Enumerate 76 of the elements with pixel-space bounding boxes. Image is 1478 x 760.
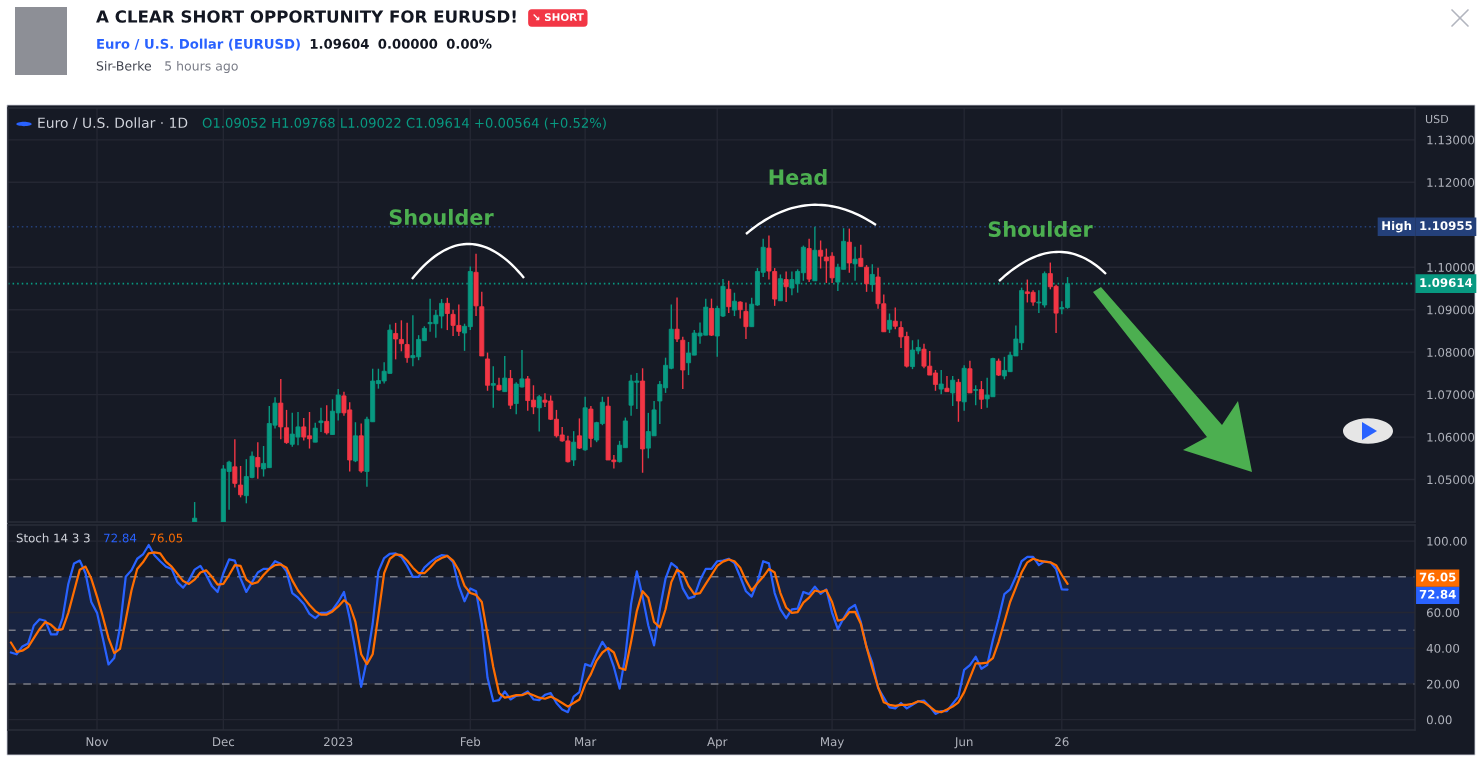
candlestick: [869, 263, 875, 293]
text: Sir-Berke: [96, 60, 152, 71]
y-tick-label: 1.08000: [1427, 347, 1475, 357]
text: ↘ SHORT: [533, 13, 584, 22]
candlestick: [950, 375, 956, 407]
y-axis-title: USD: [1425, 114, 1449, 124]
candlestick: [978, 380, 984, 410]
candlestick: [864, 264, 870, 293]
y-tick-label: 1.05000: [1427, 475, 1475, 485]
candlestick: [887, 312, 893, 334]
text: 1.10955: [1420, 221, 1472, 231]
candlestick: [852, 246, 858, 282]
ref-line-label: High: [1382, 220, 1412, 233]
text: 1.09614: [1420, 278, 1473, 288]
x-tick-label: Feb: [461, 737, 481, 747]
x-tick-label: May: [821, 737, 844, 749]
annotation: Shoulder: [389, 208, 494, 226]
text: Euro / U.S. Dollar (EURUSD): [97, 38, 300, 51]
y-tick-label: 100.00: [1427, 536, 1467, 546]
x-tick-label: Nov: [86, 737, 109, 747]
candlestick: [404, 322, 410, 364]
text: 72.84: [1419, 589, 1456, 599]
candlestick: [944, 375, 950, 393]
candlestick: [490, 365, 496, 409]
candlestick: [726, 280, 732, 314]
candlestick: [576, 417, 582, 450]
y-tick-label: 1.10000: [1427, 262, 1475, 272]
candlestick: [571, 430, 577, 467]
candlestick: [238, 465, 244, 499]
candlestick: [938, 369, 944, 395]
candlestick: [783, 270, 789, 303]
y-tick-label: 1.07000: [1427, 390, 1475, 400]
candlestick: [674, 296, 680, 343]
x-tick-label: Apr: [707, 737, 728, 749]
x-tick-label: Dec: [213, 737, 235, 747]
y-tick-label: 1.12000: [1427, 178, 1475, 187]
candlestick: [743, 301, 749, 340]
candlestick: [846, 227, 852, 274]
candlestick: [318, 407, 324, 433]
y-tick-label: 40.00: [1426, 643, 1460, 653]
candlestick: [858, 244, 864, 268]
x-tick-label: Jun: [954, 737, 973, 749]
y-tick-label: 1.09000: [1427, 305, 1475, 315]
chart-title: A CLEAR SHORT OPPORTUNITY FOR EURUSD!: [96, 10, 516, 23]
annotation: Shoulder: [988, 220, 1093, 238]
candlestick: [324, 404, 330, 436]
text: 0.00%: [446, 38, 492, 49]
text: Euro / U.S. Dollar · 1D: [38, 117, 188, 130]
candlestick: [892, 306, 898, 330]
annotation: 72.84: [104, 533, 137, 543]
candlestick: [973, 384, 979, 406]
text: 5 hours ago: [165, 60, 238, 74]
candlestick: [731, 292, 737, 317]
x-tick-label: 26: [1055, 737, 1069, 747]
text: Stoch 14 3 3: [16, 533, 90, 543]
candlestick: [536, 394, 542, 433]
candlestick: [312, 421, 318, 443]
y-tick-label: 0.00: [1426, 715, 1452, 725]
text: 0.00000: [378, 38, 438, 49]
text: 76.05: [1419, 572, 1456, 582]
y-tick-label: 20.00: [1426, 679, 1460, 689]
annotation: Head: [769, 168, 827, 186]
y-tick-label: 60.00: [1426, 608, 1460, 618]
y-tick-label: 1.13000: [1427, 135, 1475, 145]
candlestick: [444, 297, 450, 331]
y-tick-label: 1.06000: [1427, 432, 1475, 442]
annotation: 76.05: [150, 533, 183, 543]
x-tick-label: Mar: [575, 737, 597, 747]
candlestick: [502, 355, 508, 393]
candlestick: [777, 273, 783, 302]
x-tick-label: 2023: [324, 737, 353, 747]
annotation: O1.09052 H1.09768 L1.09022 C1.09614 +0.00564 (+0.52%): [202, 117, 606, 130]
candlestick: [955, 378, 961, 423]
candlestick: [255, 441, 261, 480]
text: 1.09604: [310, 38, 369, 49]
candlestick: [232, 438, 238, 489]
